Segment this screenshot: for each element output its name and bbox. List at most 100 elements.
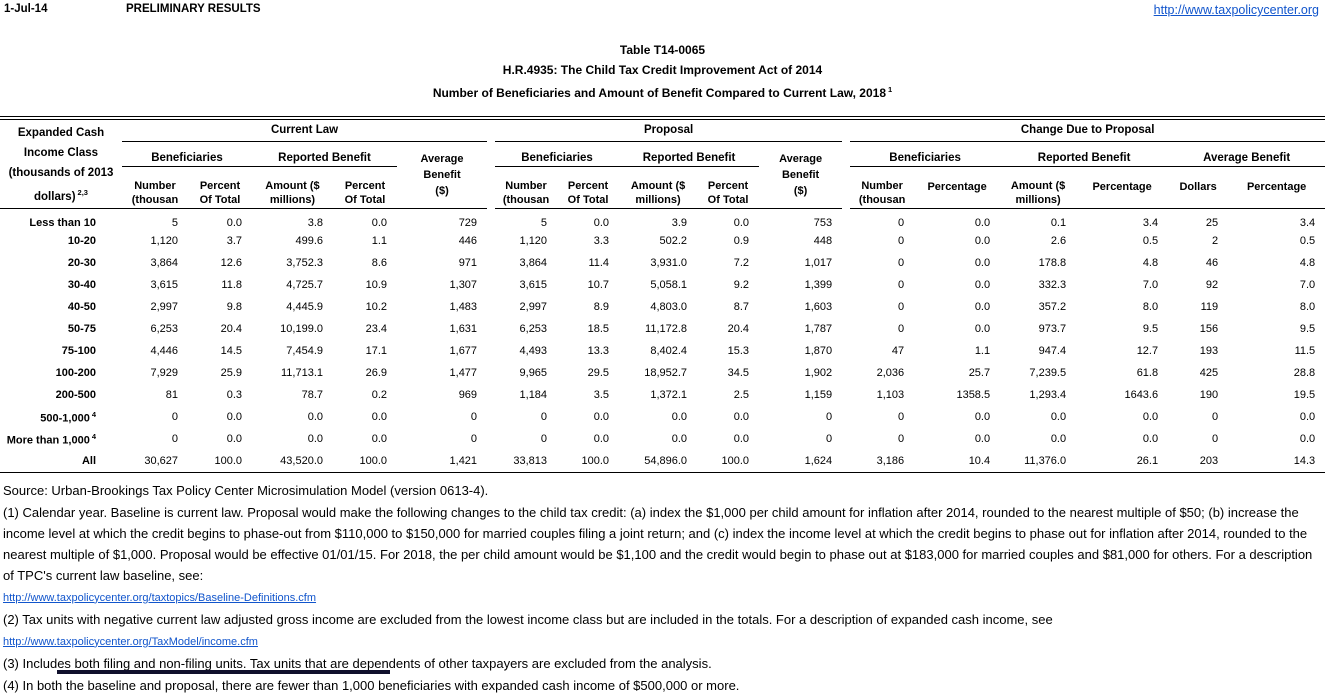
table-cell: 8.6 <box>371 257 387 270</box>
table-cell: 332.3 <box>1038 279 1067 292</box>
subheader-reported-benefit-current: Reported Benefit <box>252 141 397 167</box>
table-cell: 1,120 <box>519 235 548 248</box>
table-cell: 28.8 <box>1293 367 1316 380</box>
table-cell: 10.4 <box>914 450 1001 473</box>
table-cell: 0.0 <box>974 433 991 446</box>
table-cell: 0.0 <box>1050 433 1067 446</box>
footnote-ref-2-3: 2,3 <box>77 188 88 197</box>
col-header-amount-percent-current: Percent Of Total <box>333 166 397 209</box>
column-spacer <box>842 340 850 362</box>
group-header-change: Change Due to Proposal <box>850 118 1325 142</box>
table-cell: 5,058.1 <box>650 279 688 292</box>
col-header-number-proposal: Number (thousan <box>495 166 558 209</box>
table-cell: 18.5 <box>587 323 610 336</box>
table-cell: 0.0 <box>593 411 610 424</box>
table-cell: 10.9 <box>365 279 387 292</box>
table-cell: 7.0 <box>1299 279 1316 292</box>
table-cell: 0 <box>540 433 548 446</box>
table-row: 10-20 1,120 3.7 499.6 1.1 446 1,120 3.3 502.2 0.9… <box>0 230 1325 252</box>
table-cell: 3.3 <box>593 235 610 248</box>
table-cell: 1,677 <box>449 345 478 358</box>
table-cell: 0.1 <box>1050 216 1067 229</box>
table-cell: 1358.5 <box>956 389 991 402</box>
table-row: 75-100 4,446 14.5 7,454.9 17.1 1,677 4,493 13.3… <box>0 340 1325 362</box>
table-cell: 6,253 <box>519 323 548 336</box>
table-cell: 7,929 <box>150 367 178 380</box>
table-cell: 15.3 <box>727 345 750 358</box>
preliminary-results-label: PRELIMINARY RESULTS <box>126 3 261 15</box>
table-cell: 0.0 <box>371 433 387 446</box>
table-cell: 100.0 <box>557 450 620 473</box>
column-spacer <box>842 296 850 318</box>
table-cell: 14.5 <box>220 345 242 358</box>
table-cell: 4.8 <box>1299 257 1316 270</box>
table-cell: 0.0 <box>974 301 991 314</box>
table-cell: 1,603 <box>804 301 833 314</box>
table-cell: 3,186 <box>850 450 915 473</box>
table-cell: 8.0 <box>1299 301 1316 314</box>
table-cell: 5 <box>171 216 178 229</box>
footnote-url: http://www.taxpolicycenter.org/taxtopics… <box>3 588 1320 608</box>
table-cell: 1,421 <box>397 450 488 473</box>
column-spacer <box>842 384 850 406</box>
table-cell: 0.0 <box>226 433 242 446</box>
table-cell: 448 <box>813 235 833 248</box>
table-row: 40-50 2,997 9.8 4,445.9 10.2 1,483 2,997 8.9 4,8… <box>0 296 1325 318</box>
table-cell: 0.0 <box>226 411 242 424</box>
table-cell: 0 <box>470 411 478 424</box>
column-spacer <box>487 230 495 252</box>
table-cell: 0 <box>897 411 905 424</box>
table-cell: 3,615 <box>150 279 178 292</box>
table-cell: 81 <box>165 389 178 402</box>
table-body: Less than 10 5 0.0 3.8 0.0 729 5 0.0 3.9 0.0 753 0 0… <box>0 208 1325 473</box>
table-cell: 119 <box>1200 301 1219 314</box>
table-cell: 3.7 <box>226 235 242 248</box>
footnote-link[interactable]: http://www.taxpolicycenter.org/taxtopics… <box>3 591 317 604</box>
table-row: 500-1,000 4 0 0.0 0.0 0.0 0 0 0.0 0.0 0.0 0 0 0.0 0.0 0… <box>0 406 1325 428</box>
row-label: More than 1,000 4 <box>6 432 96 447</box>
table-cell: 3,864 <box>519 257 548 270</box>
table-cell: 10.7 <box>587 279 610 292</box>
table-cell: 3.4 <box>1142 216 1159 229</box>
table-cell: 0 <box>897 235 905 248</box>
column-spacer <box>842 208 850 230</box>
footnote-link[interactable]: http://www.taxpolicycenter.org/TaxModel/… <box>3 635 258 648</box>
table-cell: 1,307 <box>449 279 478 292</box>
group-header-current-law: Current Law <box>122 118 488 142</box>
table-cell: 3,931.0 <box>650 257 688 270</box>
results-table: Expanded Cash Income Class (thousands of… <box>0 116 1325 473</box>
table-cell: 10,199.0 <box>280 323 323 336</box>
table-cell: 1,017 <box>804 257 833 270</box>
footnote-text: Source: Urban-Brookings Tax Policy Cente… <box>3 482 489 498</box>
table-cell: 753 <box>813 216 833 229</box>
row-label: All <box>0 450 122 473</box>
col-header-number-current: Number (thousan <box>122 166 188 209</box>
taxpolicycenter-link[interactable]: http://www.taxpolicycenter.org <box>1153 3 1319 17</box>
table-cell: 61.8 <box>1136 367 1159 380</box>
table-cell: 43,520.0 <box>252 450 333 473</box>
table-cell: 1,103 <box>876 389 905 402</box>
table-cell: 30,627 <box>122 450 188 473</box>
table-cell: 0.0 <box>1142 433 1159 446</box>
table-cell: 20.4 <box>220 323 242 336</box>
table-cell: 12.7 <box>1136 345 1159 358</box>
table-row: 30-40 3,615 11.8 4,725.7 10.9 1,307 3,615 10.7 5… <box>0 274 1325 296</box>
table-cell: 1,902 <box>804 367 833 380</box>
table-cell: 0 <box>470 433 478 446</box>
table-cell: 0.3 <box>226 389 242 402</box>
column-spacer <box>487 318 495 340</box>
row-label: 75-100 <box>61 345 96 358</box>
table-cell: 0.0 <box>1050 411 1067 424</box>
table-cell: 4,725.7 <box>286 279 323 292</box>
table-cell: 1,787 <box>804 323 833 336</box>
table-cell: 9.5 <box>1142 323 1159 336</box>
table-cell: 3,752.3 <box>286 257 323 270</box>
table-row: Less than 10 5 0.0 3.8 0.0 729 5 0.0 3.9 0.0 753 0 0… <box>0 208 1325 230</box>
table-cell: 193 <box>1199 345 1219 358</box>
top-bar: 1-Jul-14 PRELIMINARY RESULTS http://www.… <box>0 0 1325 17</box>
table-cell: 203 <box>1168 450 1229 473</box>
footnotes-section: Source: Urban-Brookings Tax Policy Cente… <box>0 473 1325 696</box>
col-header-average-benefit-proposal: Average Benefit ($) <box>759 141 843 209</box>
footnote-text: (2) Tax units with negative current law … <box>3 611 1053 627</box>
table-cell: 8.7 <box>733 301 750 314</box>
